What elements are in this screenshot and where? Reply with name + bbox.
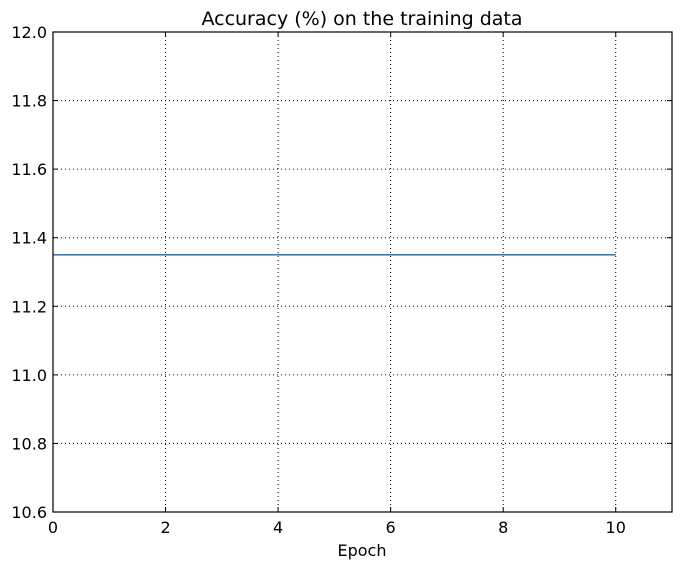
grid <box>53 32 672 512</box>
ticks: 0 2 4 6 8 10 10.6 10.8 11.0 11.2 11.4 11.6 11.8 12.0 <box>11 23 672 537</box>
x-tick-label: 2 <box>160 518 170 537</box>
y-tick-label: 11.0 <box>11 366 47 385</box>
plot-frame <box>52 31 673 513</box>
y-tick-label: 11.4 <box>11 229 47 248</box>
x-tick-label: 8 <box>498 518 508 537</box>
chart-title: Accuracy (%) on the training data <box>201 8 522 30</box>
y-tick-label: 10.8 <box>11 434 47 453</box>
y-tick-label: 11.6 <box>11 160 47 179</box>
x-tick-label: 6 <box>386 518 396 537</box>
x-tick-label: 0 <box>48 518 58 537</box>
y-tick-label: 11.8 <box>11 92 47 111</box>
x-tick-label: 10 <box>606 518 626 537</box>
y-tick-label: 12.0 <box>11 23 47 42</box>
y-tick-label: 11.2 <box>11 297 47 316</box>
x-axis-label: Epoch <box>338 541 387 560</box>
x-tick-label: 4 <box>273 518 283 537</box>
y-tick-label: 10.6 <box>11 503 47 522</box>
